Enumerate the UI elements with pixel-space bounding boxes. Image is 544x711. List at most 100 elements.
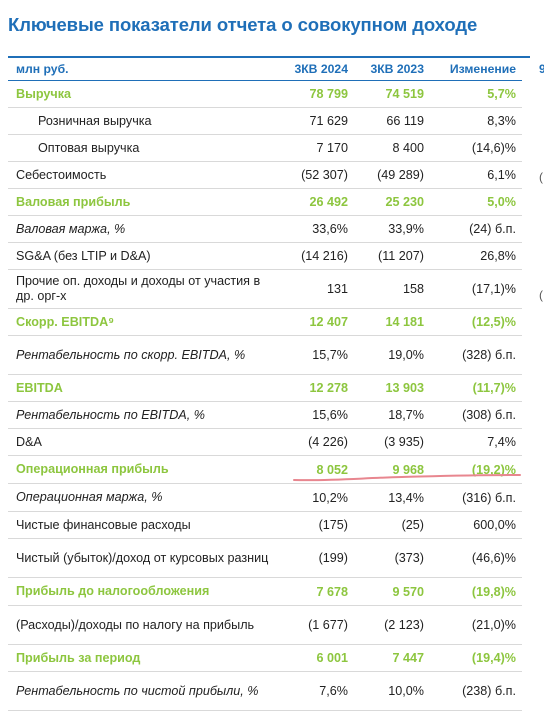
column-header-change: Изменение <box>424 58 522 81</box>
value-change: (46,6)% <box>424 538 522 578</box>
value-3q2024: 7 678 <box>272 577 348 606</box>
row-label: Оптовая выручка <box>8 134 272 162</box>
table-row: Рентабельность по чистой прибыли, % 7,6%… <box>8 671 522 711</box>
row-label: Розничная выручка <box>8 107 272 135</box>
value-change: (12,5)% <box>424 308 522 336</box>
value-3q2023: 19,0% <box>348 335 424 375</box>
value-change: (308) б.п. <box>424 401 522 429</box>
value-3q2023: 18,7% <box>348 401 424 429</box>
value-3q2024: (175) <box>272 511 348 539</box>
income-statement-table: млн руб. 3КВ 2024 3КВ 2023 Изменение Выр… <box>8 58 522 711</box>
value-change: 8,3% <box>424 107 522 135</box>
table-row: (Расходы)/доходы по налогу на прибыль (1… <box>8 605 522 645</box>
value-change: (316) б.п. <box>424 483 522 512</box>
table-header-row: млн руб. 3КВ 2024 3КВ 2023 Изменение <box>8 58 522 81</box>
value-3q2024: (199) <box>272 538 348 578</box>
row-label: Валовая прибыль <box>8 188 272 216</box>
table-row: Прочие оп. доходы и доходы от участия в … <box>8 269 522 309</box>
table-row: D&A (4 226) (3 935) 7,4% <box>8 428 522 456</box>
row-label: (Расходы)/доходы по налогу на прибыль <box>8 605 272 645</box>
value-3q2023: 25 230 <box>348 188 424 216</box>
value-3q2024: 78 799 <box>272 80 348 108</box>
value-change: (11,7)% <box>424 374 522 402</box>
value-change: 5,7% <box>424 80 522 108</box>
value-3q2024: (4 226) <box>272 428 348 456</box>
table-row: Чистый (убыток)/доход от курсовых разниц… <box>8 538 522 578</box>
row-label: Рентабельность по чистой прибыли, % <box>8 671 272 711</box>
value-change: (19,8)% <box>424 577 522 606</box>
row-label: Себестоимость <box>8 161 272 189</box>
table-row: Чистые финансовые расходы (175) (25) 600… <box>8 511 522 539</box>
value-change: (24) б.п. <box>424 215 522 243</box>
row-label: Прибыль за период <box>8 644 272 672</box>
underline-stroke <box>293 474 521 482</box>
value-change: 6,1% <box>424 161 522 189</box>
value-change: 7,4% <box>424 428 522 456</box>
value-3q2023: (11 207) <box>348 242 424 270</box>
page-title: Ключевые показатели отчета о совокупном … <box>8 14 478 35</box>
value-3q2023: 66 119 <box>348 107 424 135</box>
unit-header: млн руб. <box>8 58 272 81</box>
value-3q2024: 26 492 <box>272 188 348 216</box>
table-row: Прибыль за период 6 001 7 447 (19,4)% <box>8 644 522 672</box>
value-3q2024: 6 001 <box>272 644 348 672</box>
value-3q2024: 131 <box>272 269 348 309</box>
row-label: Выручка <box>8 80 272 108</box>
row-label: Операционная прибыль <box>8 455 272 484</box>
row-label: Прибыль до налогообложения <box>8 577 272 606</box>
table-row: Операционная маржа, % 10,2% 13,4% (316) … <box>8 483 522 512</box>
table-row: Прибыль до налогообложения 7 678 9 570 (… <box>8 577 522 606</box>
value-3q2023: 9 570 <box>348 577 424 606</box>
value-change: 600,0% <box>424 511 522 539</box>
value-3q2023: (2 123) <box>348 605 424 645</box>
table-row: Валовая маржа, % 33,6% 33,9% (24) б.п. <box>8 215 522 243</box>
value-change: (21,0)% <box>424 605 522 645</box>
table-row: Рентабельность по EBITDA, % 15,6% 18,7% … <box>8 401 522 429</box>
value-3q2023: (25) <box>348 511 424 539</box>
table-row: Скорр. EBITDA⁹ 12 407 14 181 (12,5)% <box>8 308 522 336</box>
table-row: Розничная выручка 71 629 66 119 8,3% <box>8 107 522 135</box>
value-3q2023: (49 289) <box>348 161 424 189</box>
value-change: (328) б.п. <box>424 335 522 375</box>
cropped-edge-glyph: ( <box>539 288 543 302</box>
value-3q2024: 12 278 <box>272 374 348 402</box>
row-label: Рентабельность по скорр. EBITDA, % <box>8 335 272 375</box>
value-3q2023: 8 400 <box>348 134 424 162</box>
value-3q2024: 12 407 <box>272 308 348 336</box>
table-row: Операционная прибыль 8 052 9 968 (19,2)% <box>8 455 522 484</box>
value-3q2023: 13 903 <box>348 374 424 402</box>
table-row: Рентабельность по скорр. EBITDA, % 15,7%… <box>8 335 522 375</box>
value-3q2024: 7,6% <box>272 671 348 711</box>
value-3q2024: (52 307) <box>272 161 348 189</box>
value-3q2023: 14 181 <box>348 308 424 336</box>
value-3q2023: 74 519 <box>348 80 424 108</box>
value-3q2024: 15,7% <box>272 335 348 375</box>
row-label: D&A <box>8 428 272 456</box>
value-change: 5,0% <box>424 188 522 216</box>
value-3q2023: 33,9% <box>348 215 424 243</box>
value-3q2023: (3 935) <box>348 428 424 456</box>
row-label: Рентабельность по EBITDA, % <box>8 401 272 429</box>
table-row: Себестоимость (52 307) (49 289) 6,1% <box>8 161 522 189</box>
handwritten-underline <box>293 474 521 482</box>
table-row: Валовая прибыль 26 492 25 230 5,0% <box>8 188 522 216</box>
table-row: SG&A (без LTIP и D&A) (14 216) (11 207) … <box>8 242 522 270</box>
value-3q2024: 33,6% <box>272 215 348 243</box>
value-3q2024: 15,6% <box>272 401 348 429</box>
value-3q2023: (373) <box>348 538 424 578</box>
value-3q2024: 71 629 <box>272 107 348 135</box>
table-row: Оптовая выручка 7 170 8 400 (14,6)% <box>8 134 522 162</box>
value-3q2023: 158 <box>348 269 424 309</box>
header-rule <box>8 56 530 58</box>
row-label: Валовая маржа, % <box>8 215 272 243</box>
row-label: EBITDA <box>8 374 272 402</box>
table-row: EBITDA 12 278 13 903 (11,7)% <box>8 374 522 402</box>
cropped-edge-glyph: 9 <box>539 62 544 76</box>
value-3q2023: 13,4% <box>348 483 424 512</box>
row-label: Чистый (убыток)/доход от курсовых разниц <box>8 538 272 578</box>
value-change: 26,8% <box>424 242 522 270</box>
value-change: (14,6)% <box>424 134 522 162</box>
cropped-edge-glyph: ( <box>539 170 543 184</box>
value-3q2023: 10,0% <box>348 671 424 711</box>
table-row: Выручка 78 799 74 519 5,7% <box>8 80 522 108</box>
